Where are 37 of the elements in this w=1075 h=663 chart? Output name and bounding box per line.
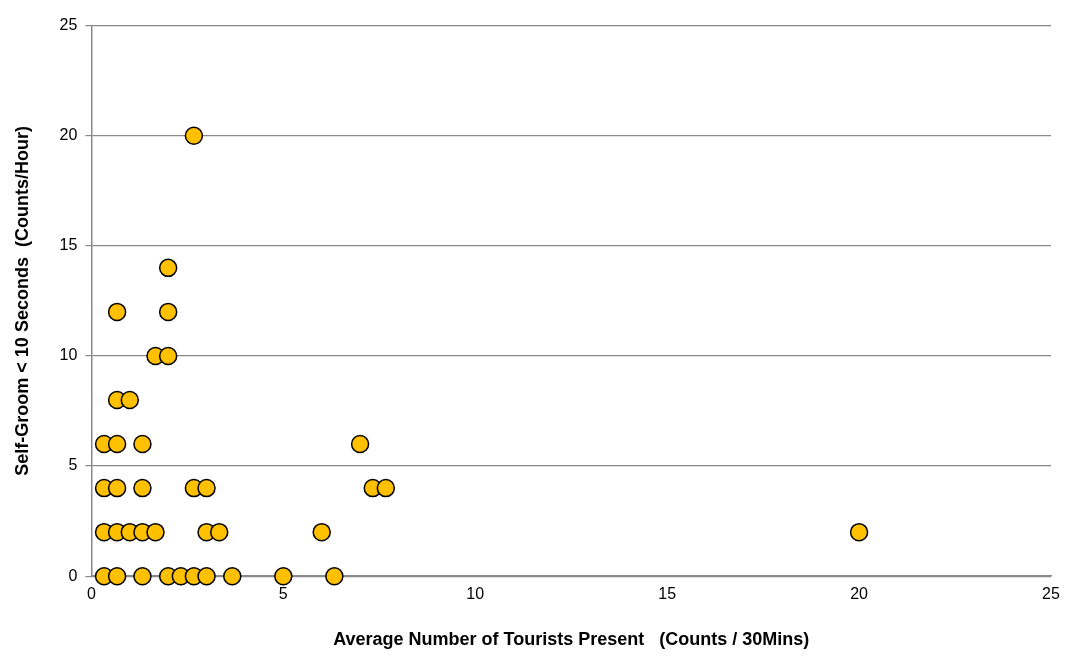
point	[376, 478, 396, 498]
y-tick-label: 25	[59, 16, 78, 34]
point	[158, 258, 178, 278]
point	[158, 346, 178, 366]
point	[274, 566, 293, 586]
x-tick-label: 5	[278, 585, 288, 603]
x-tick-label: 15	[658, 585, 677, 603]
point	[184, 126, 204, 145]
x-axis-title: Average Number of Tourists Present (Counts / 30Mins)	[333, 629, 810, 650]
point	[197, 478, 216, 498]
point	[107, 302, 127, 322]
x-tick-label: 0	[86, 585, 96, 603]
y-tick-label: 20	[59, 126, 78, 144]
point	[107, 566, 127, 586]
point	[107, 434, 127, 454]
point	[197, 566, 216, 586]
x-tick-label: 25	[1042, 585, 1060, 603]
y-tick-label: 10	[59, 346, 78, 364]
point	[107, 478, 127, 498]
y-tick-label: 15	[59, 236, 78, 254]
point	[120, 390, 140, 410]
y-tick-label: 0	[68, 566, 78, 584]
y-axis-title: Self-Groom < 10 Seconds (Counts/Hour)	[11, 126, 32, 476]
y-tick-label: 5	[68, 456, 78, 474]
point	[133, 566, 152, 586]
point	[209, 522, 229, 542]
point	[325, 566, 344, 586]
point	[849, 522, 869, 542]
point	[146, 522, 165, 542]
x-tick-label: 20	[850, 585, 869, 603]
point	[223, 566, 242, 586]
point	[133, 434, 152, 454]
x-tick-label: 10	[466, 585, 485, 603]
point	[312, 522, 331, 542]
point	[133, 478, 152, 498]
point	[158, 302, 178, 322]
point	[350, 434, 370, 454]
